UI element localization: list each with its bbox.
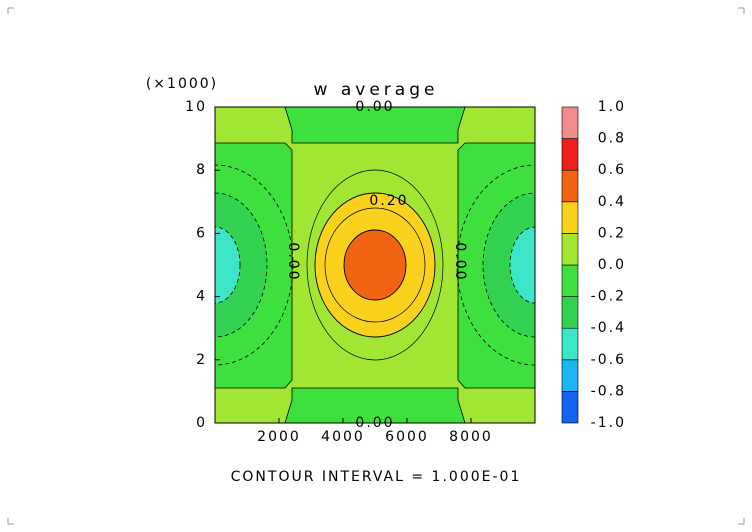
band-fill (343, 229, 407, 301)
colorbar-swatch (561, 296, 579, 329)
colorbar-label: 0.0 (598, 257, 626, 273)
y-tick-label: 0 (196, 415, 207, 431)
x-tick-label: 2000 (257, 429, 301, 445)
y-multiplier: (×1000) (146, 76, 218, 92)
x-tick-label: 6000 (385, 429, 429, 445)
colorbar-swatch (561, 327, 579, 361)
colorbar-swatch (561, 359, 579, 392)
band-fill (215, 227, 240, 303)
y-tick-label: 2 (196, 352, 207, 368)
colorbar-label: 0.2 (598, 225, 626, 241)
x-tick-label: 8000 (449, 429, 493, 445)
contour-line (306, 169, 444, 361)
colorbar-label: 0.8 (598, 131, 626, 147)
contour-line (456, 164, 535, 366)
colorbar-label: 0.6 (598, 162, 626, 178)
contour-line (215, 192, 268, 338)
y-tick-label: 4 (196, 289, 207, 305)
colorbar-label: 1.0 (598, 99, 626, 115)
contour-line (509, 226, 535, 304)
contour-label: 0.00 (355, 99, 394, 115)
contour-label: 0.00 (285, 242, 301, 281)
band-fill (284, 387, 466, 423)
contour-label: 0.00 (355, 415, 394, 431)
contour-label: 0.00 (452, 242, 468, 281)
colorbar-label: -0.8 (591, 383, 626, 399)
contour-label: 0.20 (369, 193, 408, 209)
band-fill (510, 227, 535, 303)
y-tick-label: 8 (196, 162, 207, 178)
contour-line (324, 207, 426, 323)
band-fill (284, 107, 466, 144)
colorbar-swatch (561, 201, 579, 234)
band-fill (215, 193, 267, 337)
colorbar-swatch (561, 233, 579, 266)
colorbar-label: 0.4 (598, 194, 626, 210)
page-corners (7, 7, 745, 525)
colorbar-swatch (561, 391, 579, 424)
colorbar-swatch (561, 169, 579, 203)
contour-line (215, 164, 294, 366)
footer: CONTOUR INTERVAL = 1.000E-01 (231, 469, 522, 485)
colorbar-label: -0.4 (591, 320, 626, 336)
colorbar-swatch (561, 138, 579, 171)
y-tick-label: 10 (185, 99, 207, 115)
contour-field (215, 107, 535, 423)
colorbar-swatch (561, 106, 579, 139)
y-tick-label: 6 (196, 225, 207, 241)
band-fill (483, 193, 535, 337)
colorbar-label: -1.0 (591, 415, 626, 431)
x-tick-label: 4000 (321, 429, 365, 445)
contour-line (215, 226, 241, 304)
colorbar-swatch (561, 264, 579, 297)
colorbar-label: -0.2 (591, 289, 626, 305)
colorbar-label: -0.6 (591, 352, 626, 368)
chart-title: w average (314, 80, 439, 100)
plot-frame (214, 106, 536, 424)
